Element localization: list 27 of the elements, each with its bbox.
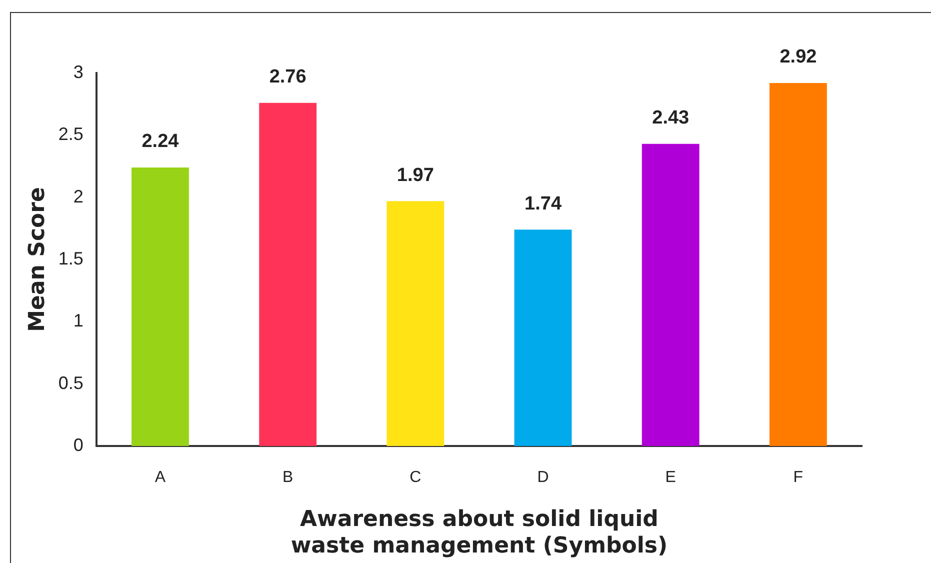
x-tick-label: B bbox=[282, 469, 294, 486]
data-label: 2.43 bbox=[652, 108, 690, 129]
data-label: 2.76 bbox=[269, 66, 306, 88]
x-tick-label: E bbox=[665, 469, 676, 486]
x-tick-label: F bbox=[793, 469, 804, 486]
x-tick-label: D bbox=[537, 469, 549, 486]
bar bbox=[769, 82, 827, 446]
data-label: 1.74 bbox=[524, 193, 562, 214]
data-label: 1.97 bbox=[396, 164, 434, 186]
y-tick-label: 3 bbox=[73, 62, 84, 82]
bar bbox=[642, 144, 700, 446]
y-tick-label: 1 bbox=[73, 310, 84, 331]
bar bbox=[132, 167, 189, 446]
x-tick-label: A bbox=[154, 469, 166, 486]
data-label: 2.24 bbox=[142, 131, 180, 152]
y-axis-title: Mean Score bbox=[24, 187, 50, 332]
x-tick-label: C bbox=[410, 469, 422, 486]
y-tick-label: 1.5 bbox=[58, 248, 84, 268]
y-tick-label: 2.5 bbox=[58, 124, 84, 144]
bar bbox=[514, 230, 572, 446]
y-tick-label: 2 bbox=[73, 186, 84, 206]
bar bbox=[386, 201, 444, 446]
data-label: 2.92 bbox=[780, 46, 817, 68]
y-tick-label: 0.5 bbox=[58, 372, 84, 393]
y-tick-label: 0 bbox=[73, 434, 84, 455]
bar bbox=[259, 102, 317, 446]
x-axis-title: Awareness about solid liquid waste management (Symbols) bbox=[290, 507, 668, 559]
